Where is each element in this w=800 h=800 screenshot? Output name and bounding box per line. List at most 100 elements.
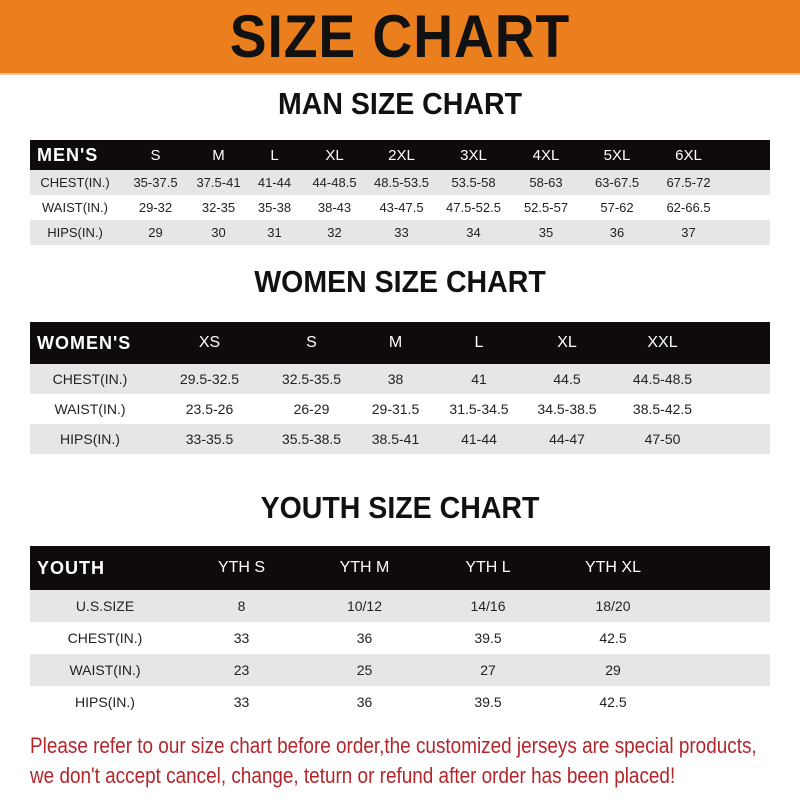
measurement-value: 27 — [480, 662, 496, 678]
measurement-value: 38-43 — [317, 200, 352, 215]
measurement-value: 37 — [681, 225, 696, 240]
table-row: CHEST(IN.) 33 36 39.5 42.5 — [30, 622, 770, 654]
measurement-value: 34 — [466, 225, 481, 240]
size-column-header: 4XL — [532, 146, 560, 164]
measurement-value: 35-38 — [257, 200, 292, 215]
size-column-header: XL — [325, 146, 344, 164]
table-category-label: YOUTH — [37, 557, 105, 578]
measurement-value: 34.5-38.5 — [537, 401, 597, 417]
measurement-value: 32-35 — [201, 200, 236, 215]
table-row: HIPS(IN.) 29 30 31 32 33 34 35 36 37 — [30, 220, 770, 245]
men-section-title: MAN SIZE CHART — [277, 86, 523, 121]
measurement-value: 29 — [148, 225, 163, 240]
measurement-value: 63-67.5 — [594, 175, 640, 190]
measurement-value: 37.5-41 — [196, 175, 241, 190]
size-column-header: L — [270, 146, 279, 164]
measurement-value: 33 — [233, 630, 250, 646]
measurement-value: 29.5-32.5 — [179, 371, 240, 387]
measurement-value: 62-66.5 — [666, 200, 711, 215]
measurement-value: 35 — [538, 225, 554, 240]
measurement-value: 33 — [233, 694, 250, 710]
men-size-table: MEN'S S M L XL 2XL 3XL 4XL 5XL 6XL CHEST(IN.) 35-37… — [30, 140, 770, 245]
measurement-label: CHEST(IN.) — [67, 630, 143, 646]
measurement-value: 32 — [327, 225, 342, 240]
measurement-value: 23 — [233, 662, 250, 678]
table-category-label: MEN'S — [37, 144, 99, 165]
measurement-value: 31 — [267, 225, 282, 240]
measurement-value: 52.5-57 — [523, 200, 569, 215]
measurement-value: 39.5 — [474, 694, 502, 710]
measurement-value: 67.5-72 — [666, 175, 711, 190]
measurement-value: 38.5-42.5 — [632, 401, 693, 417]
size-column-header: XXL — [647, 334, 678, 351]
size-column-header: YTH XL — [584, 559, 641, 576]
measurement-value: 29 — [605, 662, 621, 678]
table-row: CHEST(IN.) 29.5-32.5 32.5-35.5 38 41 44.5 44.5… — [30, 364, 770, 394]
measurement-label: HIPS(IN.) — [60, 431, 120, 447]
size-column-header: XL — [557, 334, 577, 351]
measurement-value: 42.5 — [599, 694, 627, 710]
table-row: WAIST(IN.) 23 25 27 29 — [30, 654, 770, 686]
measurement-value: 29-31.5 — [371, 401, 420, 417]
disclaimer-line-2: we don't accept cancel, change, teturn o… — [30, 763, 676, 788]
size-column-header: 5XL — [603, 146, 631, 164]
measurement-label: HIPS(IN.) — [75, 694, 135, 710]
measurement-value: 26-29 — [293, 401, 330, 417]
table-row: WAIST(IN.) 29-32 32-35 35-38 38-43 43-47.5 47.… — [30, 195, 770, 220]
table-category-label: WOMEN'S — [37, 332, 132, 353]
measurement-value: 53.5-58 — [451, 175, 496, 190]
measurement-value: 14/16 — [470, 598, 506, 614]
size-column-header: S — [306, 334, 317, 351]
size-chart-banner: SIZE CHART — [0, 0, 800, 75]
measurement-value: 44.5 — [553, 371, 581, 387]
measurement-value: 47.5-52.5 — [446, 200, 501, 215]
measurement-value: 39.5 — [474, 630, 502, 646]
size-column-header: 6XL — [675, 146, 702, 164]
women-section-title: WOMEN SIZE CHART — [254, 264, 546, 299]
measurement-value: 29-32 — [138, 200, 173, 215]
table-row: HIPS(IN.) 33-35.5 35.5-38.5 38.5-41 41-44 44-… — [30, 424, 770, 454]
measurement-value: 42.5 — [599, 630, 627, 646]
size-column-header: L — [474, 334, 484, 351]
measurement-value: 44-48.5 — [312, 175, 357, 190]
measurement-label: WAIST(IN.) — [69, 662, 141, 678]
table-row: WAIST(IN.) 23.5-26 26-29 29-31.5 31.5-34.5 34… — [30, 394, 770, 424]
measurement-label: HIPS(IN.) — [47, 225, 103, 240]
measurement-value: 33-35.5 — [185, 431, 234, 447]
measurement-value: 48.5-53.5 — [374, 175, 429, 190]
measurement-value: 41-44 — [257, 175, 292, 190]
table-header-row: MEN'S S M L XL 2XL 3XL 4XL 5XL 6XL — [30, 140, 770, 170]
measurement-value: 8 — [237, 598, 246, 614]
measurement-value: 32.5-35.5 — [281, 371, 342, 387]
table-header-row: YOUTH YTH S YTH M YTH L YTH XL — [30, 546, 770, 590]
measurement-value: 41 — [471, 371, 487, 387]
measurement-value: 36 — [356, 694, 373, 710]
measurement-value: 30 — [211, 225, 226, 240]
measurement-value: 36 — [356, 630, 373, 646]
measurement-value: 44.5-48.5 — [632, 371, 693, 387]
measurement-label: WAIST(IN.) — [54, 401, 126, 417]
measurement-value: 43-47.5 — [379, 200, 424, 215]
measurement-value: 18/20 — [595, 598, 631, 614]
youth-size-table: YOUTH YTH S YTH M YTH L YTH XL U.S.SIZE 8 10/12… — [30, 546, 770, 718]
size-column-header: S — [150, 146, 161, 164]
disclaimer-line-1: Please refer to our size chart before or… — [30, 733, 757, 758]
size-column-header: 3XL — [460, 146, 487, 164]
size-column-header: 2XL — [388, 146, 415, 164]
size-column-header: YTH L — [465, 559, 511, 576]
women-size-table: WOMEN'S XS S M L XL XXL CHEST(IN.) 29.5-32.5 32.5… — [30, 322, 770, 454]
measurement-value: 58-63 — [529, 175, 563, 190]
table-row: HIPS(IN.) 33 36 39.5 42.5 — [30, 686, 770, 718]
size-column-header: M — [212, 146, 225, 164]
measurement-label: U.S.SIZE — [75, 598, 135, 614]
table-header-row: WOMEN'S XS S M L XL XXL — [30, 322, 770, 364]
measurement-value: 25 — [356, 662, 373, 678]
table-row: CHEST(IN.) 35-37.5 37.5-41 41-44 44-48.5 48.5… — [30, 170, 770, 195]
measurement-value: 23.5-26 — [185, 401, 234, 417]
size-column-header: YTH M — [339, 559, 390, 576]
size-column-header: XS — [198, 334, 221, 351]
measurement-value: 33 — [394, 225, 409, 240]
measurement-value: 38 — [387, 371, 404, 387]
size-column-header: M — [388, 334, 403, 351]
table-row: U.S.SIZE 8 10/12 14/16 18/20 — [30, 590, 770, 622]
